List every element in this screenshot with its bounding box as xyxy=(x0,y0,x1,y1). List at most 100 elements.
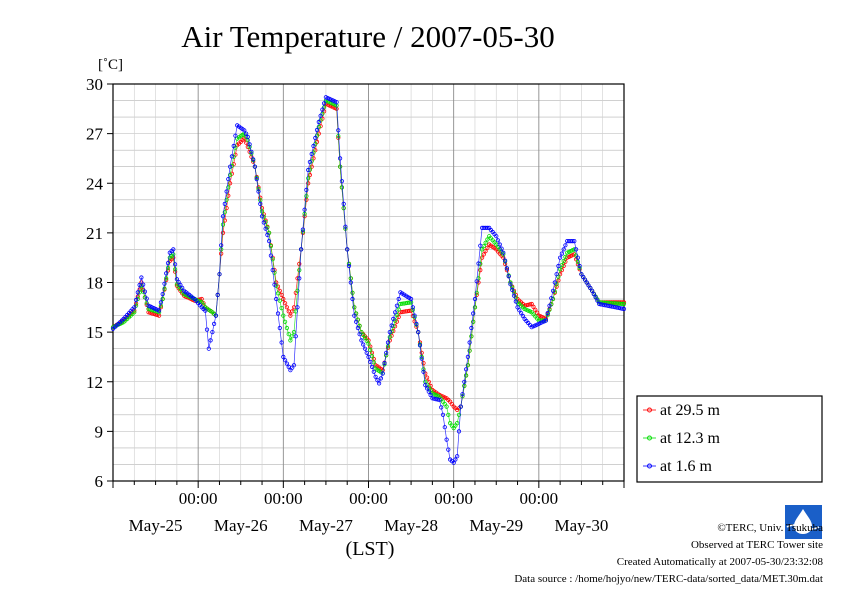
data-point xyxy=(531,304,536,309)
data-point xyxy=(277,298,282,303)
data-point xyxy=(412,313,417,318)
data-point xyxy=(458,404,463,409)
data-point xyxy=(378,376,383,381)
legend-label: at 12.3 m xyxy=(660,430,721,447)
data-point xyxy=(419,356,424,361)
y-tick-label: 9 xyxy=(95,422,104,441)
data-point xyxy=(258,201,263,206)
data-point xyxy=(485,225,490,230)
data-point xyxy=(320,107,325,112)
y-tick-label: 15 xyxy=(86,323,103,342)
data-point xyxy=(316,119,321,125)
data-point xyxy=(288,338,293,343)
x-date-label: May-26 xyxy=(214,516,268,535)
data-point xyxy=(467,348,472,353)
data-point xyxy=(549,296,554,301)
data-point xyxy=(259,214,265,219)
data-point xyxy=(621,301,627,307)
data-point xyxy=(268,244,273,249)
data-point xyxy=(275,311,281,316)
data-point xyxy=(416,329,421,335)
data-point xyxy=(373,374,378,379)
data-point xyxy=(572,239,577,244)
data-point xyxy=(337,164,343,169)
data-point xyxy=(465,354,470,359)
data-point xyxy=(336,128,341,133)
x-tick-label: 00:00 xyxy=(519,489,558,508)
data-point xyxy=(180,285,185,290)
legend-label: at 1.6 m xyxy=(660,458,713,475)
y-tick-label: 18 xyxy=(86,274,103,293)
data-point xyxy=(352,305,357,310)
data-point xyxy=(471,311,476,316)
data-point xyxy=(435,397,440,402)
data-point xyxy=(506,274,511,279)
data-point xyxy=(171,247,176,252)
data-point xyxy=(424,386,430,391)
data-point xyxy=(463,373,469,378)
data-point xyxy=(270,267,275,273)
data-point xyxy=(265,232,270,237)
data-point xyxy=(254,177,259,182)
data-point xyxy=(375,377,380,383)
data-point xyxy=(261,220,266,225)
y-axis-ticks: 6 9 12 15 18 21 24 27 30 xyxy=(86,75,113,491)
data-point xyxy=(595,298,600,303)
data-point xyxy=(366,354,371,359)
data-point xyxy=(543,318,549,323)
data-point xyxy=(297,261,302,266)
data-point xyxy=(210,329,215,335)
data-point xyxy=(306,176,311,181)
data-point xyxy=(563,254,568,259)
data-point xyxy=(341,201,346,206)
data-point xyxy=(247,142,252,147)
data-point xyxy=(407,300,412,305)
data-point xyxy=(272,282,277,287)
data-point xyxy=(476,261,481,266)
data-point xyxy=(139,275,144,280)
data-point xyxy=(224,206,229,211)
data-point xyxy=(368,359,373,364)
data-point xyxy=(284,325,289,331)
credit-observed: Observed at TERC Tower site xyxy=(690,539,823,551)
data-point xyxy=(575,259,581,264)
data-point xyxy=(474,290,479,295)
data-point xyxy=(284,361,289,366)
data-point xyxy=(307,159,312,165)
grid-lines xyxy=(113,84,624,481)
data-point xyxy=(394,303,399,308)
data-point xyxy=(515,305,520,310)
data-point xyxy=(173,267,178,272)
data-point xyxy=(495,238,501,243)
credit-created: Created Automatically at 2007-05-30/23:3… xyxy=(616,556,823,568)
data-point xyxy=(293,334,298,339)
data-point xyxy=(229,154,234,159)
x-date-label: May-29 xyxy=(469,516,523,535)
data-point xyxy=(313,135,318,141)
y-tick-label: 12 xyxy=(86,373,103,392)
data-point xyxy=(224,197,229,202)
data-point xyxy=(226,177,231,182)
data-point xyxy=(157,308,162,313)
data-point xyxy=(352,313,357,318)
data-point xyxy=(295,305,300,310)
data-point xyxy=(164,271,169,276)
data-point xyxy=(162,281,167,286)
y-tick-label: 30 xyxy=(86,75,103,94)
data-point xyxy=(387,334,392,340)
data-point xyxy=(483,249,488,254)
data-point xyxy=(563,243,568,248)
data-point xyxy=(295,288,300,293)
x-date-label: May-27 xyxy=(299,516,353,535)
data-point xyxy=(244,131,249,136)
series-line xyxy=(112,96,625,464)
y-axis-unit-label: [˚C] xyxy=(98,57,123,73)
data-point xyxy=(557,267,563,272)
data-point xyxy=(337,156,343,161)
data-point xyxy=(444,404,449,409)
data-point xyxy=(481,252,486,257)
data-point xyxy=(268,253,273,258)
data-point xyxy=(219,243,224,248)
data-point xyxy=(478,243,483,248)
